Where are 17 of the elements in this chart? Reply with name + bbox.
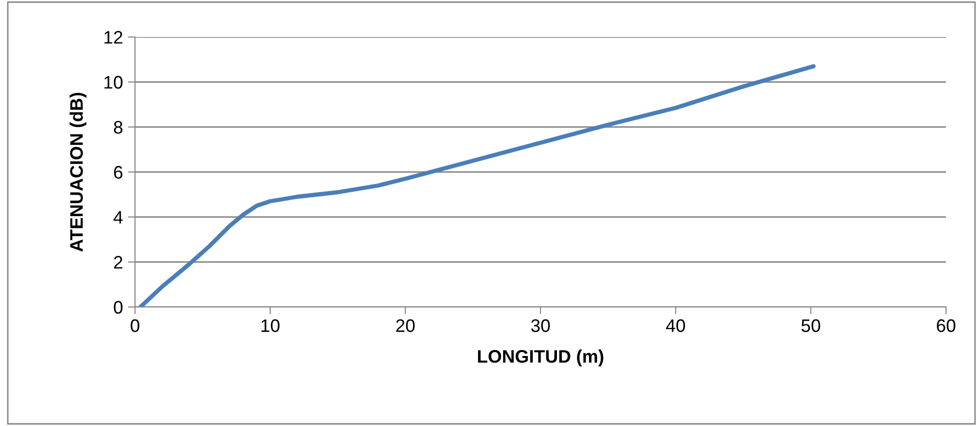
x-tick-label: 30 — [531, 319, 550, 332]
x-tick-label: 50 — [802, 319, 820, 332]
x-tick-label: 40 — [666, 319, 686, 332]
x-tick-label: 60 — [936, 319, 956, 332]
x-tick-label: 20 — [396, 319, 415, 332]
line-series — [138, 64, 816, 307]
x-tick-label: 0 — [130, 319, 140, 332]
x-tick-label: 10 — [262, 319, 280, 332]
y-tick-label: 4 — [114, 211, 123, 224]
y-tick-label: 10 — [104, 76, 122, 89]
y-tick-label: 8 — [114, 120, 122, 134]
y-tick-label: 2 — [114, 256, 122, 269]
y-tick-label: 6 — [114, 166, 122, 179]
y-axis-title: ATENUACION (dB) — [70, 92, 86, 252]
x-axis-title: LONGITUD (m) — [478, 350, 604, 366]
y-tick-label: 12 — [104, 30, 122, 44]
y-tick-label: 0 — [114, 300, 122, 314]
